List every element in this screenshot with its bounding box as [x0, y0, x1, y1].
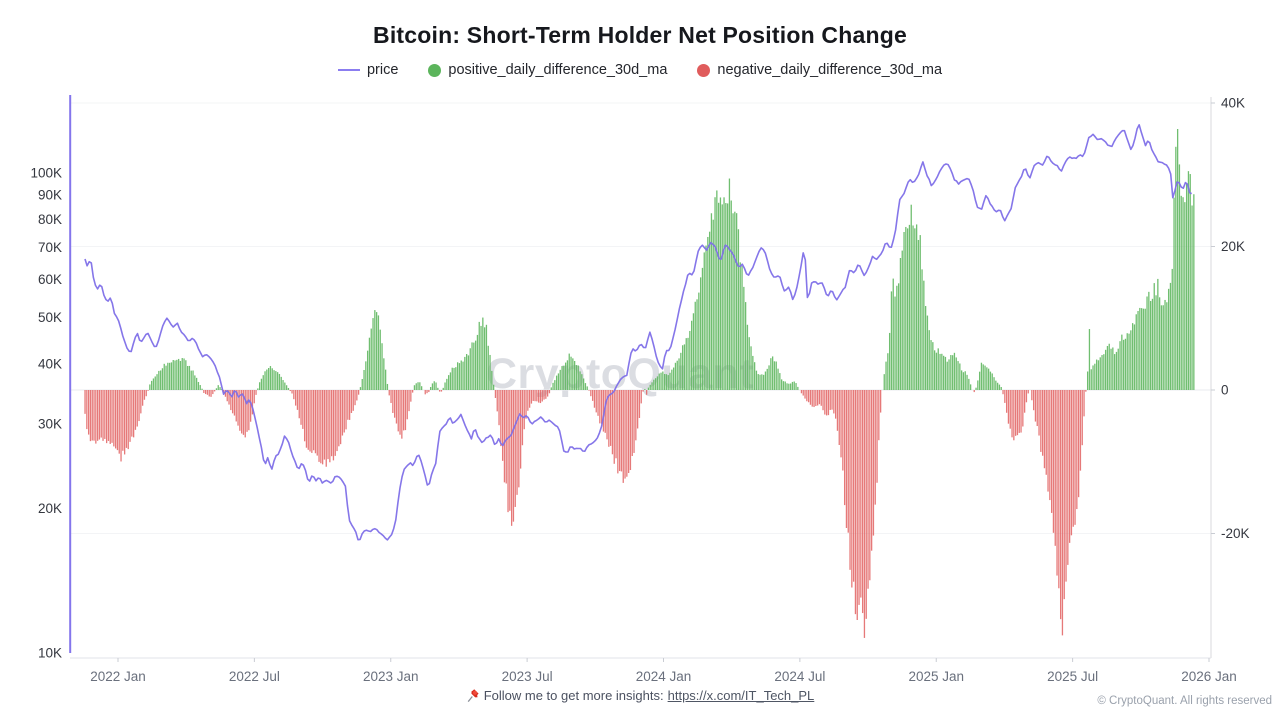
x-axis-label: 2024 Jul: [774, 669, 825, 684]
y-right-label: 0: [1221, 383, 1229, 398]
y-right-label: -20K: [1221, 526, 1250, 541]
x-axis-label: 2023 Jul: [502, 669, 553, 684]
y-left-label: 10K: [38, 646, 62, 661]
positive-bars: [149, 129, 1195, 390]
negative-bars: [84, 390, 1087, 638]
y-left-label: 90K: [38, 187, 62, 202]
x-axis-label: 2026 Jan: [1181, 669, 1237, 684]
price-line: [84, 124, 1192, 541]
footer-note-text: Follow me to get more insights:: [483, 688, 664, 703]
x-axis-label: 2025 Jul: [1047, 669, 1098, 684]
y-left-label: 100K: [30, 166, 62, 181]
x-axis-label: 2023 Jan: [363, 669, 419, 684]
copyright-text: © CryptoQuant. All rights reserved: [1097, 695, 1272, 707]
legend-item-negative[interactable]: negative_daily_difference_30d_ma: [697, 62, 942, 78]
y-left-label: 70K: [38, 240, 62, 255]
negative-dot-icon: [697, 63, 711, 77]
footer-note: Follow me to get more insights: https://…: [0, 688, 1280, 703]
x-axis-label: 2025 Jan: [908, 669, 964, 684]
legend: price positive_daily_difference_30d_ma n…: [0, 62, 1280, 78]
page-title: Bitcoin: Short-Term Holder Net Position …: [373, 22, 907, 48]
x-axis-label: 2024 Jan: [636, 669, 692, 684]
x-axis-label: 2022 Jul: [229, 669, 280, 684]
y-left-label: 20K: [38, 501, 62, 516]
legend-label: positive_daily_difference_30d_ma: [448, 62, 668, 78]
legend-label: price: [366, 62, 399, 78]
y-left-label: 60K: [38, 272, 62, 287]
footer-link[interactable]: https://x.com/IT_Tech_PL: [667, 688, 815, 703]
y-left-label: 50K: [38, 310, 62, 325]
legend-item-positive[interactable]: positive_daily_difference_30d_ma: [428, 62, 667, 78]
left-axis-spine: [69, 95, 72, 653]
price-line-swatch-icon: [337, 69, 360, 71]
x-axis-label: 2022 Jan: [90, 669, 146, 684]
y-right-label: 20K: [1221, 239, 1245, 254]
legend-label: negative_daily_difference_30d_ma: [717, 62, 943, 78]
positive-dot-icon: [428, 63, 442, 77]
legend-item-price[interactable]: price: [337, 62, 399, 78]
y-left-label: 30K: [38, 416, 62, 431]
pushpin-icon: [467, 689, 479, 703]
y-left-label: 40K: [38, 357, 62, 372]
y-left-label: 80K: [38, 212, 62, 227]
y-right-label: 40K: [1221, 96, 1245, 111]
